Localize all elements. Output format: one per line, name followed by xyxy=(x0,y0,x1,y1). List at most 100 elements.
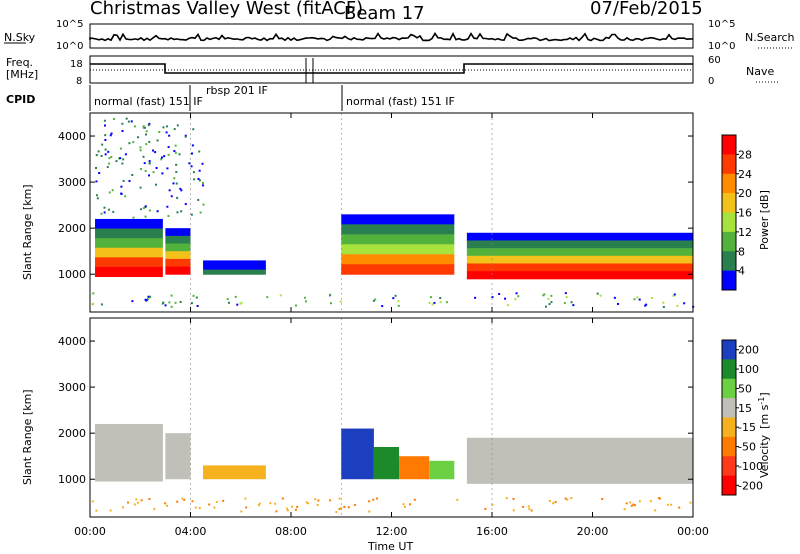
power-cell xyxy=(103,124,106,127)
y-tick-label: 1000 xyxy=(58,268,86,281)
power-cell xyxy=(466,248,693,257)
power-cell xyxy=(180,210,183,213)
colorbar-tick-label: 4 xyxy=(738,265,745,278)
velocity-cell xyxy=(95,423,163,482)
colorbar-tick-label: 16 xyxy=(738,207,752,220)
y-tick-label: 2000 xyxy=(58,222,86,235)
speckle-cell xyxy=(121,506,124,509)
speckle-cell xyxy=(629,501,632,504)
colorbar-swatch xyxy=(722,436,736,457)
power-cell xyxy=(142,126,145,129)
speckle-cell xyxy=(634,504,637,507)
speckle-cell xyxy=(572,304,575,307)
speckle-cell xyxy=(613,296,616,299)
power-cell xyxy=(145,133,148,136)
speckle-cell xyxy=(286,509,289,512)
power-cell xyxy=(175,171,178,174)
speckle-cell xyxy=(392,297,395,300)
speckle-cell xyxy=(95,509,98,512)
power-cell xyxy=(148,122,151,125)
velocity-colorbar: 200 100 50 15 -15 -50 -100 -200 xyxy=(721,339,763,496)
speckle-cell xyxy=(153,508,156,511)
colorbar-swatch xyxy=(722,154,736,175)
power-cell xyxy=(148,209,151,212)
xaxis-label: Time UT xyxy=(367,540,413,553)
power-cell xyxy=(156,139,159,142)
speckle-cell xyxy=(164,502,167,505)
speckle-cell xyxy=(402,503,405,506)
speckle-cell xyxy=(372,299,375,302)
speckle-cell xyxy=(596,292,599,295)
power-cell xyxy=(190,152,193,155)
speckle-cell xyxy=(191,500,194,503)
speckle-cell xyxy=(275,510,278,513)
speckle-cell xyxy=(258,502,261,505)
colorbar-tick-label: 12 xyxy=(738,226,752,239)
velocity-colorbar-label-exp: -1 xyxy=(757,397,766,405)
speckle-cell xyxy=(165,504,168,507)
power-cell xyxy=(197,198,200,201)
power-cell xyxy=(95,194,98,197)
speckle-cell xyxy=(563,302,566,305)
x-tick-label: 16:00 xyxy=(476,525,508,538)
speckle-cell xyxy=(527,505,530,508)
power-cell xyxy=(158,130,161,133)
power-cell xyxy=(120,192,123,195)
speckle-cell xyxy=(170,294,173,297)
power-cell xyxy=(201,162,204,165)
speckle-cell xyxy=(148,498,151,501)
colorbar-tick-label: -200 xyxy=(738,479,763,492)
power-cell xyxy=(95,257,163,268)
power-cell xyxy=(191,144,194,147)
freq-unit: [MHz] xyxy=(6,68,38,81)
speckle-cell xyxy=(240,301,243,304)
power-cell xyxy=(198,150,201,153)
speckle-cell xyxy=(623,508,626,511)
speckle-cell xyxy=(198,507,201,510)
x-tick-label: 00:00 xyxy=(74,525,106,538)
colorbar-swatch xyxy=(722,340,736,360)
speckle-cell xyxy=(144,298,147,301)
speckle-cell xyxy=(329,499,332,502)
speckle-cell xyxy=(550,301,553,304)
power-cell xyxy=(147,124,150,127)
colorbar-swatch xyxy=(722,231,736,252)
speckle-cell xyxy=(304,300,307,303)
power-cell xyxy=(104,134,107,137)
power-cell xyxy=(148,174,151,177)
power-colorbar: 28 24 20 16 12 8 4 xyxy=(721,134,752,291)
power-cell xyxy=(142,125,145,128)
speckle-cell xyxy=(548,303,551,306)
speckle-cell xyxy=(215,501,218,504)
speckle-cell xyxy=(245,506,248,509)
date-label: 07/Feb/2015 xyxy=(590,0,703,19)
speckle-cell xyxy=(126,501,129,504)
nsky-label: N.Sky xyxy=(4,31,36,44)
power-cell xyxy=(167,153,170,156)
power-cell xyxy=(167,214,170,217)
speckle-cell xyxy=(552,502,555,505)
power-cell xyxy=(160,156,163,159)
speckle-cell xyxy=(439,301,442,304)
speckle-cell xyxy=(530,509,533,512)
speckle-cell xyxy=(190,302,193,305)
speckle-cell xyxy=(498,292,501,295)
speckle-cell xyxy=(570,497,573,500)
speckle-cell xyxy=(638,298,641,301)
y-tick-label: 3000 xyxy=(58,381,86,394)
power-cell xyxy=(173,150,176,153)
speckle-cell xyxy=(601,497,604,500)
speckle-cell xyxy=(314,498,317,501)
power-cell xyxy=(110,155,113,158)
nsky-tick-top: 10^5 xyxy=(56,19,83,30)
colorbar-swatch xyxy=(722,135,736,155)
speckle-cell xyxy=(683,302,686,305)
speckle-cell xyxy=(505,497,508,500)
speckle-cell xyxy=(439,297,442,300)
speckle-cell xyxy=(294,304,297,307)
speckle-cell xyxy=(543,293,546,296)
y-tick-label: 4000 xyxy=(58,335,86,348)
power-panel: 1000 2000 3000 4000 Slant Range [km] 28 24 20… xyxy=(21,112,771,313)
speckle-cell xyxy=(330,302,333,305)
power-cell xyxy=(166,205,169,208)
